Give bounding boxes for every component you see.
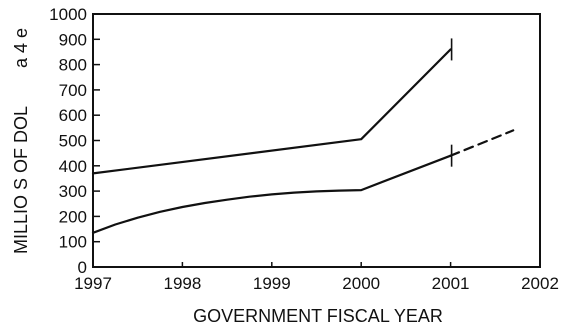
y-tick-label: 500 xyxy=(59,132,87,151)
y-tick-label: 600 xyxy=(59,106,87,125)
y-tick-label: 700 xyxy=(59,81,87,100)
series-line-2 xyxy=(91,154,452,234)
y-tick-labels: 0 100 200 300 400 500 600 700 800 900 1000 xyxy=(49,5,87,277)
x-tick-label: 2000 xyxy=(342,274,380,293)
x-tick-label: 1999 xyxy=(253,274,291,293)
y-tick-label: 900 xyxy=(59,30,87,49)
x-tick-label: 2001 xyxy=(432,274,470,293)
x-tick-label: 1998 xyxy=(163,274,201,293)
series-line-3 xyxy=(449,129,515,157)
series-group xyxy=(91,38,515,234)
x-tick-label: 1997 xyxy=(74,274,112,293)
y-tick-label: 300 xyxy=(59,182,87,201)
plot-frame xyxy=(92,13,541,268)
y-tick-label: 1000 xyxy=(49,5,87,24)
y-tick-label: 0 xyxy=(78,258,87,277)
x-tick-labels: 1997 1998 1999 2000 2001 2002 xyxy=(74,274,559,293)
y-axis-title: MILLIO S OF DOL xyxy=(11,106,31,254)
x-tick-label: 2002 xyxy=(521,274,559,293)
y-tick-label: 800 xyxy=(59,56,87,75)
y-tick-label: 400 xyxy=(59,157,87,176)
y-tick-label: 200 xyxy=(59,207,87,226)
series-line-1 xyxy=(91,48,452,175)
y-tick-label: 100 xyxy=(59,233,87,252)
axes xyxy=(92,13,541,268)
side-mark: a 4 e xyxy=(11,28,31,68)
x-axis-title: GOVERNMENT FISCAL YEAR xyxy=(193,306,443,326)
